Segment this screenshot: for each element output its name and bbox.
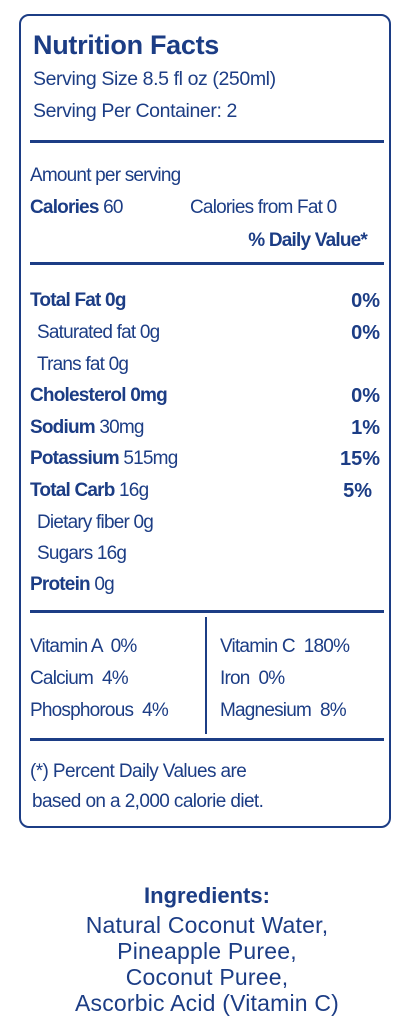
nutrient-name: Sugars [37,543,93,564]
nutrient-dv: 0% [351,385,380,407]
nutrient-name: Dietary fiber [37,512,130,533]
column-divider [205,617,207,734]
nutrient-name: Total Carb [30,480,115,501]
amount-per-serving: Amount per serving [30,165,181,186]
footnote-line-1: (*) Percent Daily Values are [30,761,247,782]
phosphorous: Phosphorous 4% [30,700,169,721]
nutrient-amount: 0g [139,322,160,343]
footnote-line-2: based on a 2,000 calorie diet. [32,791,264,812]
nutrient-name: Trans fat [37,354,105,375]
nutrient-row-trans-fat: Trans fat 0g [37,354,129,376]
nutrient-amount: 16g [119,480,149,501]
divider [30,738,384,741]
vitamin-a: Vitamin A 0% [30,636,137,657]
label-title: Nutrition Facts [33,30,220,60]
nutrient-amount: 0g [105,290,126,311]
nutrient-name: Sodium [30,417,96,438]
ingredient-line: Coconut Puree, [125,964,289,990]
ingredient-line: Pineapple Puree, [117,938,297,964]
ingredients-title: Ingredients: [144,883,270,908]
servings-per-container: Serving Per Container: 2 [33,100,237,122]
nutrient-amount: 0g [94,574,114,595]
nutrient-name: Total Fat [30,290,101,311]
nutrient-amount: 0g [108,354,129,375]
nutrient-row-total-fat: Total Fat 0g [30,290,126,312]
calories-value: 60 [103,197,123,218]
nutrient-name: Protein [30,574,91,595]
daily-value-header: % Daily Value* [248,230,368,251]
nutrient-amount: 0mg [130,385,167,406]
divider [30,262,384,265]
magnesium: Magnesium 8% [220,700,347,721]
nutrient-amount: 0g [133,512,154,533]
iron: Iron 0% [220,668,285,689]
nutrient-row-potassium: Potassium 515mg [30,448,178,470]
nutrient-dv: 1% [351,417,380,439]
nutrient-name: Saturated fat [37,322,136,343]
nutrient-dv: 15% [339,448,380,470]
calories-row: Calories 60 [30,197,123,219]
nutrient-row-sodium: Sodium 30mg [30,417,144,439]
nutrient-amount: 16g [96,543,127,564]
nutrient-dv: 5% [343,480,372,502]
nutrient-row-protein: Protein 0g [30,574,115,596]
nutrient-row-total-carb: Total Carb 16g [30,480,149,502]
calories-from-fat: Calories from Fat 0 [190,197,337,218]
ingredient-line: Natural Coconut Water, [85,912,329,938]
nutrient-dv: 0% [351,322,380,344]
divider [30,140,384,143]
nutrient-row-cholesterol: Cholesterol 0mg [30,385,168,407]
calories-label: Calories [30,197,99,218]
nutrient-name: Cholesterol [30,385,127,406]
calcium: Calcium 4% [30,668,129,689]
nutrient-amount: 30mg [99,417,144,438]
divider [30,610,384,613]
nutrient-amount: 515mg [123,448,178,469]
nutrient-dv: 0% [351,290,380,312]
ingredient-line: Ascorbic Acid (Vitamin C) [74,990,340,1016]
serving-size: Serving Size 8.5 fl oz (250ml) [33,68,276,90]
nutrient-row-sugars: Sugars 16g [37,543,127,565]
nutrient-name: Potassium [30,448,120,469]
nutrition-facts-panel: Nutrition Facts Serving Size 8.5 fl oz (… [19,14,391,828]
nutrient-row-saturated-fat: Saturated fat 0g [37,322,160,344]
vitamin-c: Vitamin C 180% [220,636,350,657]
nutrient-row-dietary-fiber: Dietary fiber 0g [37,512,154,534]
